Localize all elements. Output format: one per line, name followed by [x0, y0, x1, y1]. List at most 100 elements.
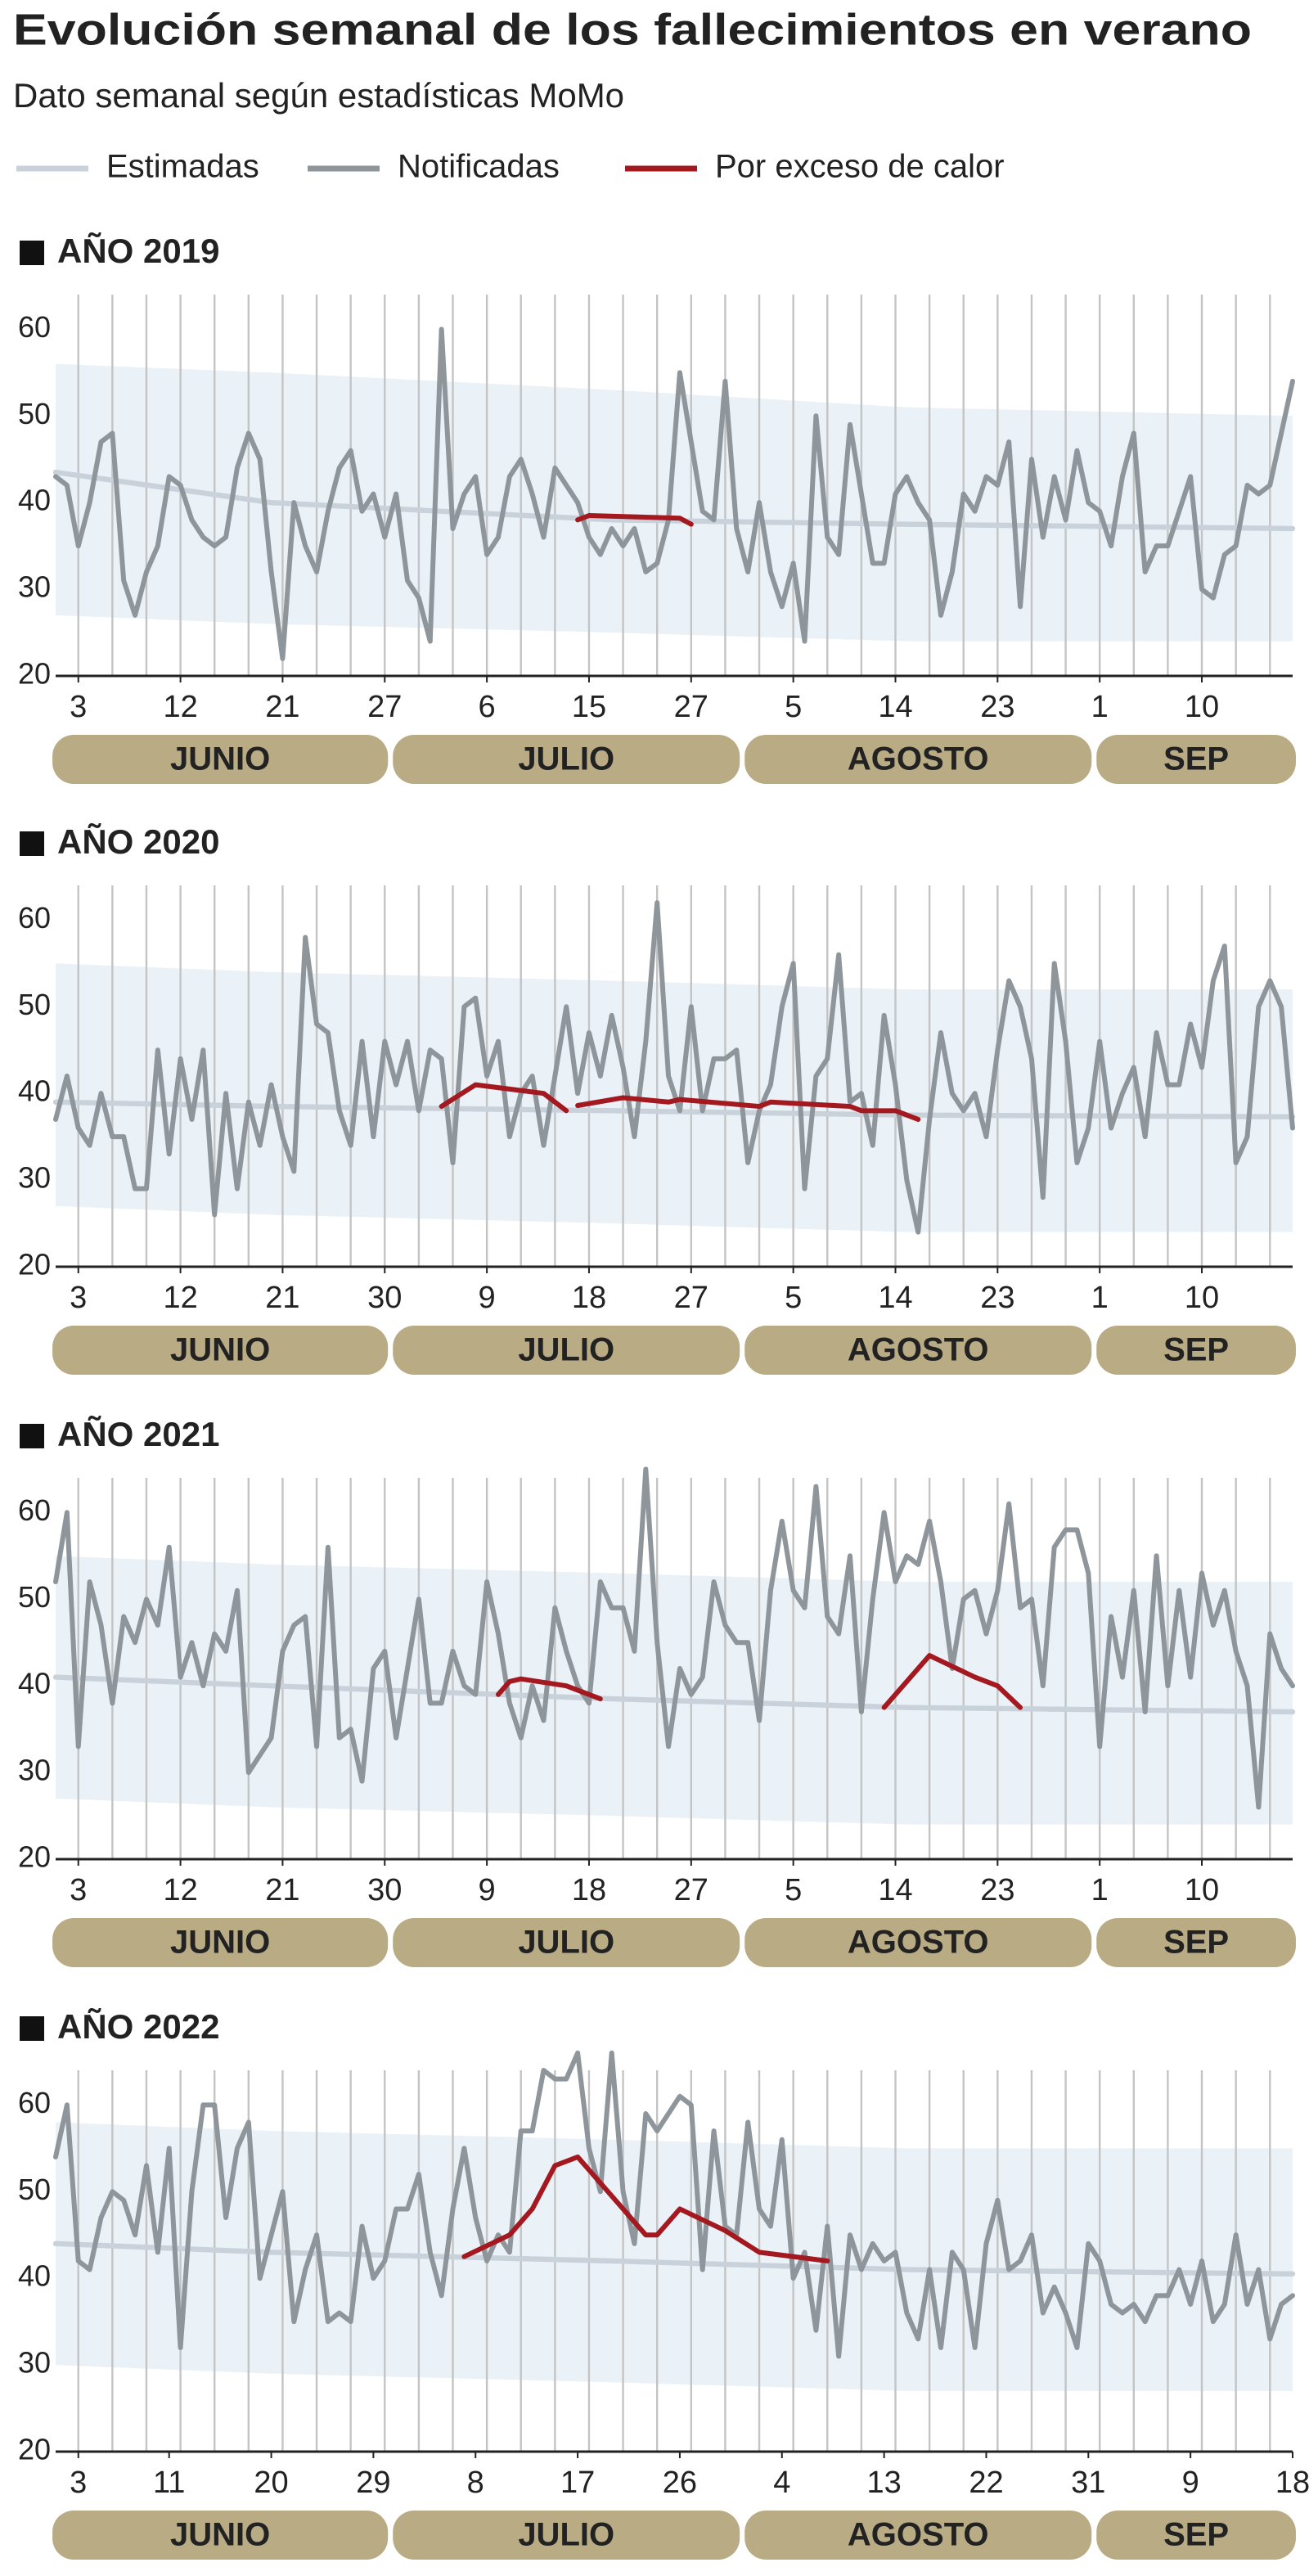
- x-tick-label: 4: [773, 2466, 790, 2500]
- legend-label: Estimadas: [106, 149, 259, 185]
- panel-title: AÑO 2021: [57, 1415, 219, 1453]
- month-band: [393, 1326, 740, 1375]
- series-line: [53, 1466, 1295, 1810]
- x-tick-label: 20: [254, 2466, 288, 2500]
- x-tick-label: 9: [479, 1873, 496, 1907]
- y-tick-label: 40: [18, 484, 51, 517]
- series-line: [496, 1653, 1023, 1710]
- month-band: [393, 2511, 740, 2560]
- x-tick-label: 1: [1091, 690, 1109, 724]
- month-band: [1096, 1326, 1296, 1375]
- month-band: [393, 735, 740, 784]
- y-tick-label: 50: [18, 2173, 51, 2206]
- x-tick-label: 27: [674, 690, 708, 724]
- x-tick-label: 3: [70, 2466, 87, 2500]
- x-tick-label: 3: [70, 1281, 87, 1315]
- panel-title: AÑO 2019: [57, 232, 219, 270]
- x-tick-label: 21: [265, 1281, 299, 1315]
- x-tick-label: 27: [674, 1281, 708, 1315]
- y-tick-label: 40: [18, 1667, 51, 1700]
- series-line: [53, 2050, 1295, 2359]
- month-band: [52, 1326, 389, 1375]
- x-tick-label: 3: [70, 690, 87, 724]
- x-tick-label: 8: [467, 2466, 484, 2500]
- month-label: AGOSTO: [848, 1925, 989, 1961]
- x-tick-label: 9: [1182, 2466, 1199, 2500]
- month-band: [744, 735, 1092, 784]
- month-label: AGOSTO: [848, 2517, 989, 2553]
- y-tick-label: 50: [18, 1580, 51, 1614]
- panel-marker: [20, 831, 44, 856]
- x-tick-label: 23: [980, 1281, 1014, 1315]
- x-tick-label: 5: [785, 1873, 802, 1907]
- confidence-band: [56, 363, 1293, 642]
- y-tick-label: 20: [18, 1840, 51, 1874]
- series-line: [575, 513, 694, 527]
- x-tick-label: 26: [663, 2466, 697, 2500]
- x-tick-label: 14: [878, 1873, 912, 1907]
- panel-marker: [20, 2016, 44, 2041]
- month-label: JULIO: [518, 741, 614, 777]
- series-line: [439, 1082, 921, 1122]
- x-tick-label: 14: [878, 690, 912, 724]
- month-band: [744, 2511, 1092, 2560]
- y-tick-label: 60: [18, 901, 51, 934]
- series-line: [52, 469, 1296, 532]
- month-band: [1096, 1918, 1296, 1967]
- x-tick-label: 10: [1185, 1873, 1219, 1907]
- x-tick-label: 9: [479, 1281, 496, 1315]
- series-line: [53, 327, 1295, 661]
- y-tick-label: 20: [18, 657, 51, 691]
- x-tick-label: 1: [1091, 1873, 1109, 1907]
- x-tick-label: 29: [356, 2466, 390, 2500]
- y-tick-label: 40: [18, 1074, 51, 1108]
- y-tick-label: 20: [18, 2433, 51, 2466]
- x-tick-label: 14: [878, 1281, 912, 1315]
- y-tick-label: 40: [18, 2259, 51, 2293]
- month-label: JUNIO: [170, 741, 270, 777]
- x-tick-label: 18: [1275, 2466, 1309, 2500]
- series-line: [461, 2154, 830, 2263]
- x-tick-label: 21: [265, 690, 299, 724]
- chart-subtitle: Dato semanal según estadísticas MoMo: [13, 76, 624, 115]
- x-tick-label: 15: [572, 690, 606, 724]
- legend-label: Notificadas: [398, 149, 560, 185]
- month-band: [744, 1918, 1092, 1967]
- month-label: JUNIO: [170, 1332, 270, 1368]
- x-tick-label: 12: [163, 690, 197, 724]
- x-tick-label: 22: [969, 2466, 1003, 2500]
- x-tick-label: 5: [785, 1281, 802, 1315]
- month-label: JULIO: [518, 2517, 614, 2553]
- panel-title: AÑO 2020: [57, 822, 219, 861]
- month-label: JULIO: [518, 1925, 614, 1961]
- x-tick-label: 27: [674, 1873, 708, 1907]
- x-tick-label: 12: [163, 1281, 197, 1315]
- month-band: [393, 1918, 740, 1967]
- y-tick-label: 60: [18, 2086, 51, 2119]
- month-band: [52, 735, 389, 784]
- y-tick-label: 30: [18, 1754, 51, 1787]
- y-tick-label: 30: [18, 570, 51, 604]
- x-tick-label: 21: [265, 1873, 299, 1907]
- series-line: [53, 900, 1295, 1235]
- x-tick-label: 23: [980, 1873, 1014, 1907]
- x-tick-label: 30: [367, 1281, 402, 1315]
- y-tick-label: 50: [18, 988, 51, 1021]
- month-band: [744, 1326, 1092, 1375]
- month-label: SEP: [1163, 2517, 1229, 2553]
- month-label: AGOSTO: [848, 741, 989, 777]
- y-tick-label: 60: [18, 1493, 51, 1527]
- y-tick-label: 30: [18, 1161, 51, 1195]
- x-tick-label: 31: [1071, 2466, 1105, 2500]
- x-tick-label: 13: [866, 2466, 901, 2500]
- x-tick-label: 6: [479, 690, 496, 724]
- month-label: JUNIO: [170, 2517, 270, 2553]
- panel-marker: [20, 241, 44, 265]
- legend-label: Por exceso de calor: [715, 149, 1005, 185]
- x-tick-label: 17: [560, 2466, 595, 2500]
- x-tick-label: 27: [367, 690, 402, 724]
- month-label: SEP: [1163, 1332, 1229, 1368]
- panel-marker: [20, 1424, 44, 1448]
- x-tick-label: 30: [367, 1873, 402, 1907]
